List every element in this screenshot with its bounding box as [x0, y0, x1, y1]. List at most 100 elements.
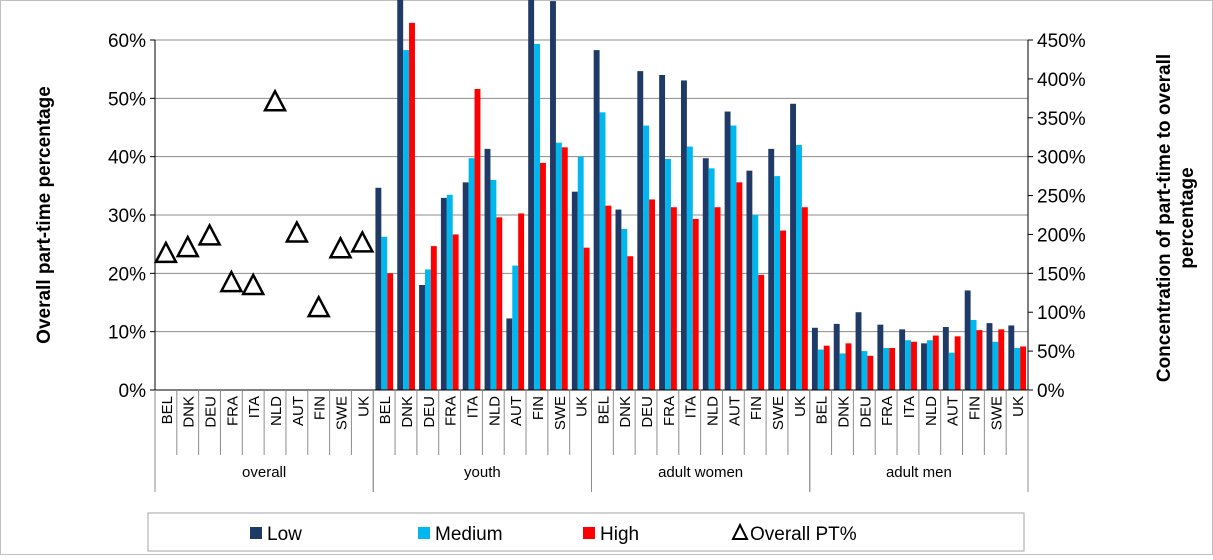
bar-low — [528, 0, 535, 390]
x-tick-label: ITA — [683, 396, 700, 418]
bar-medium — [774, 176, 781, 390]
bar-high — [911, 341, 917, 390]
bar-high — [998, 329, 1005, 390]
y-left-tick-label: 40% — [108, 148, 146, 169]
x-tick-label: DEU — [421, 396, 438, 428]
y-right-axis-title-line2: percentage — [1177, 167, 1198, 268]
x-tick-label: NLD — [486, 396, 503, 426]
bar-low — [440, 197, 447, 390]
bar-medium — [381, 236, 388, 390]
bar-high — [540, 162, 546, 390]
y-right-tick-label: 300% — [1037, 148, 1086, 169]
y-right-tick-label: 150% — [1037, 264, 1086, 285]
bar-medium — [599, 112, 606, 390]
bar-high — [387, 273, 394, 390]
bar-low — [615, 209, 622, 390]
bar-high — [845, 343, 852, 390]
y-left-axis-title: Overall part-time percentage — [34, 86, 55, 344]
bar-high — [932, 335, 939, 390]
bar-medium — [1014, 348, 1021, 390]
bar-medium — [621, 229, 628, 390]
bar-medium — [905, 340, 912, 390]
bar-high — [670, 207, 677, 390]
bar-low — [550, 1, 556, 390]
x-tick-label: ITA — [246, 396, 263, 418]
bar-low — [921, 343, 927, 390]
bar-low — [746, 170, 753, 390]
y-right-axis-title-line1: Concentration of part-time to overall — [1154, 54, 1175, 382]
x-tick-label: AUT — [290, 396, 307, 426]
overall-pt-marker — [153, 240, 178, 264]
x-tick-label: UK — [574, 396, 591, 417]
y-right-tick-label: 200% — [1037, 225, 1086, 246]
x-tick-label: NLD — [705, 396, 722, 426]
bar-low — [397, 0, 404, 391]
x-tick-label: UK — [355, 396, 372, 417]
bar-low — [942, 327, 949, 390]
x-tick-label: ITA — [901, 396, 918, 418]
bar-low — [680, 80, 687, 390]
bar-low — [855, 312, 862, 390]
legend-label-low: Low — [267, 524, 302, 545]
bar-high — [496, 217, 503, 390]
bar-low — [702, 158, 709, 390]
legend-swatch-low — [250, 527, 262, 539]
bar-medium — [643, 125, 650, 391]
y-right-tick-label: 350% — [1037, 109, 1086, 130]
bar-high — [430, 246, 437, 390]
bar-high — [452, 234, 459, 390]
legend-swatch-high — [583, 527, 595, 539]
bar-medium — [534, 43, 541, 391]
x-tick-label: FIN — [312, 396, 329, 420]
bar-medium — [512, 265, 519, 390]
bar-low — [899, 329, 906, 390]
bar-high — [976, 330, 983, 390]
bar-high — [801, 207, 808, 390]
x-tick-label: DNK — [181, 396, 198, 428]
y-right-tick-label: 250% — [1037, 187, 1086, 208]
overall-pt-marker — [306, 294, 331, 318]
y-left-tick-label: 0% — [119, 381, 147, 402]
bar-medium — [926, 340, 933, 390]
x-tick-label: SWE — [552, 396, 569, 430]
x-tick-label: AUT — [726, 396, 743, 426]
bar-low — [811, 327, 818, 390]
bar-high — [692, 218, 699, 390]
bar-low — [986, 323, 993, 390]
x-tick-label: DEU — [639, 396, 656, 428]
bar-medium — [555, 142, 562, 390]
overall-pt-marker — [328, 235, 353, 259]
bar-medium — [424, 269, 431, 390]
overall-pt-marker — [197, 222, 222, 246]
bar-low — [724, 111, 731, 391]
bar-high — [583, 247, 590, 390]
bar-low — [593, 50, 600, 390]
y-left-tick-label: 60% — [108, 31, 146, 52]
overall-pt-marker — [262, 88, 288, 112]
x-tick-label: DNK — [399, 396, 416, 428]
overall-pt-marker — [219, 269, 244, 293]
y-right-tick-label: 50% — [1037, 342, 1075, 363]
x-tick-label: FIN — [966, 396, 983, 420]
x-tick-label: BEL — [814, 396, 831, 424]
group-label: adult men — [886, 464, 952, 481]
bar-low — [484, 148, 491, 390]
overall-pt-marker — [175, 234, 200, 258]
bar-low — [768, 148, 775, 390]
x-tick-label: FRA — [443, 396, 460, 426]
bar-medium — [948, 352, 955, 390]
y-right-tick-label: 0% — [1037, 381, 1065, 402]
group-label: adult women — [658, 464, 743, 481]
bar-high — [561, 147, 568, 390]
bar-low — [877, 324, 884, 390]
bar-high — [758, 274, 765, 390]
legend-label-overall_pt: Overall PT% — [750, 524, 857, 545]
y-right-tick-label: 100% — [1037, 303, 1086, 324]
x-tick-label: SWE — [334, 396, 351, 430]
x-tick-label: FIN — [748, 396, 765, 420]
bar-medium — [839, 353, 846, 390]
bar-low — [1008, 325, 1015, 390]
bar-medium — [861, 351, 868, 390]
